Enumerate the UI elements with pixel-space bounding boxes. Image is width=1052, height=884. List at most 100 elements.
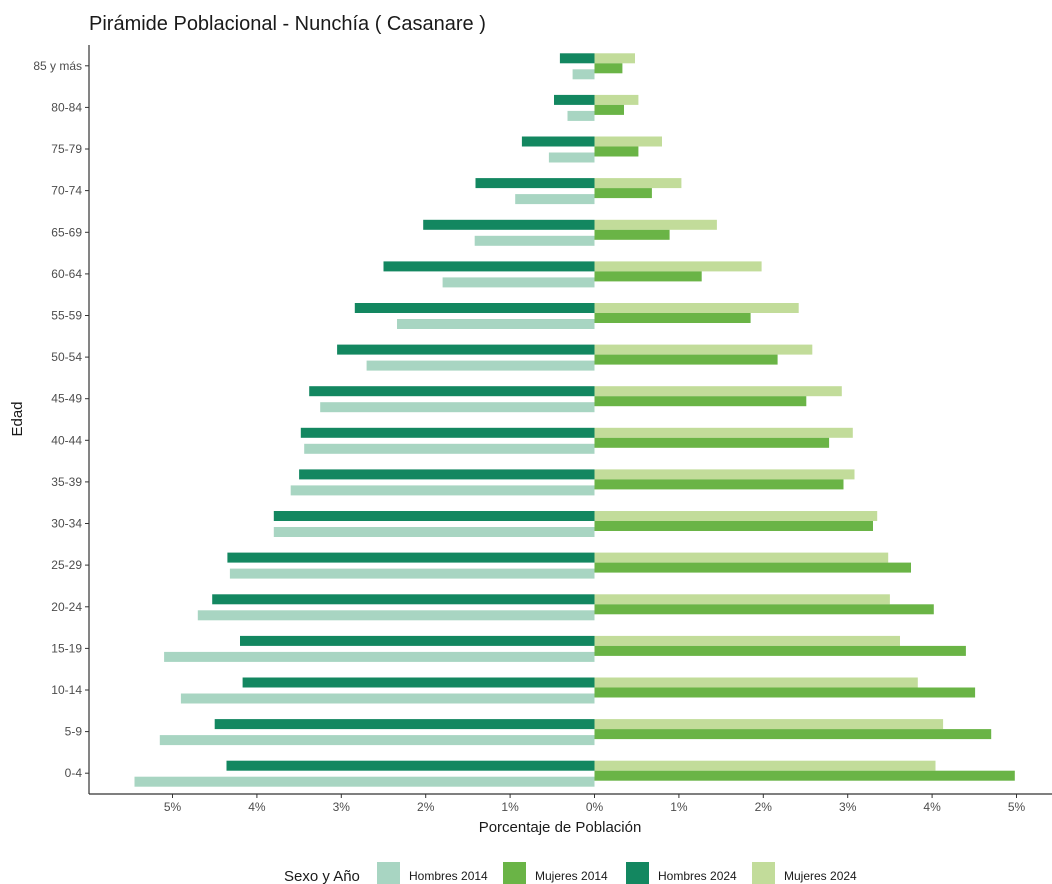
bar-hombres-2024-5-9 bbox=[214, 719, 595, 730]
bar-mujeres-2024-55-59 bbox=[594, 303, 799, 313]
bar-hombres-2014-15-19 bbox=[164, 651, 595, 662]
bar-hombres-2014-25-29 bbox=[229, 568, 595, 579]
bar-hombres-2024-30-34 bbox=[273, 511, 595, 521]
bar-hombres-2024-65-69 bbox=[423, 219, 595, 230]
bar-hombres-2014-5-9 bbox=[159, 735, 595, 746]
bar-hombres-2014-65-69 bbox=[474, 235, 595, 246]
y-tick-label: 30-34 bbox=[51, 517, 82, 531]
x-tick-label: 1% bbox=[501, 800, 519, 814]
bar-hombres-2024-70-74 bbox=[475, 178, 595, 189]
bar-hombres-2024-10-14 bbox=[242, 677, 595, 688]
bar-hombres-2014-50-54 bbox=[366, 360, 595, 371]
y-tick-label: 45-49 bbox=[51, 392, 82, 406]
legend-label-mujeres-2014: Mujeres 2014 bbox=[535, 869, 608, 883]
bar-hombres-2024-60-64 bbox=[383, 261, 595, 272]
chart-title: Pirámide Poblacional - Nunchía ( Casanar… bbox=[89, 13, 486, 35]
bar-hombres-2024-0-4 bbox=[226, 760, 595, 771]
bar-mujeres-2014-15-19 bbox=[594, 645, 966, 656]
bar-hombres-2024-40-44 bbox=[300, 427, 595, 438]
legend-label-mujeres-2024: Mujeres 2024 bbox=[784, 869, 857, 883]
legend-key-mujeres-2014 bbox=[503, 862, 526, 884]
x-tick-label: 0% bbox=[586, 800, 604, 814]
y-tick-label: 50-54 bbox=[51, 350, 82, 364]
bar-mujeres-2014-30-34 bbox=[594, 521, 873, 531]
bar-hombres-2024-45-49 bbox=[309, 386, 595, 397]
bar-hombres-2024-50-54 bbox=[337, 344, 595, 355]
bar-mujeres-2024-60-64 bbox=[594, 261, 762, 272]
legend-key-mujeres-2024 bbox=[752, 862, 775, 884]
bar-hombres-2014-85-y-m-s bbox=[572, 69, 595, 80]
y-axis-ticks: 0-4 5-9 10-14 15-19 20-24 25-29 30-34 35-39 40-4… bbox=[33, 59, 89, 780]
bar-mujeres-2014-60-64 bbox=[594, 271, 702, 282]
y-tick-label: 75-79 bbox=[51, 142, 82, 156]
bar-mujeres-2014-70-74 bbox=[594, 188, 652, 199]
x-tick-label: 4% bbox=[923, 800, 941, 814]
y-tick-label: 20-24 bbox=[51, 600, 82, 614]
bar-mujeres-2014-20-24 bbox=[594, 604, 934, 615]
bar-mujeres-2024-5-9 bbox=[594, 719, 944, 730]
bar-mujeres-2014-85-y-m-s bbox=[594, 63, 623, 74]
x-tick-label: 3% bbox=[839, 800, 857, 814]
bar-mujeres-2014-35-39 bbox=[594, 479, 844, 490]
x-tick-label: 5% bbox=[1008, 800, 1026, 814]
x-axis-title: Porcentaje de Población bbox=[479, 819, 642, 836]
bar-mujeres-2024-35-39 bbox=[594, 469, 855, 480]
bar-mujeres-2024-85-y-m-s bbox=[594, 53, 635, 64]
bar-mujeres-2024-80-84 bbox=[594, 94, 639, 105]
bar-mujeres-2024-70-74 bbox=[594, 178, 682, 189]
bar-mujeres-2014-80-84 bbox=[594, 104, 624, 115]
legend: Sexo y Año Hombres 2014 Mujeres 2014 Hombr… bbox=[284, 862, 857, 884]
bar-mujeres-2024-10-14 bbox=[594, 677, 918, 688]
x-tick-label: 4% bbox=[248, 800, 266, 814]
bar-hombres-2014-70-74 bbox=[515, 194, 595, 205]
bar-hombres-2014-10-14 bbox=[180, 693, 595, 704]
bar-mujeres-2024-0-4 bbox=[594, 760, 936, 771]
y-tick-label: 85 y más bbox=[33, 59, 82, 73]
bar-mujeres-2014-55-59 bbox=[594, 313, 751, 323]
y-tick-label: 0-4 bbox=[65, 766, 83, 780]
bar-hombres-2014-0-4 bbox=[134, 776, 595, 787]
bar-mujeres-2014-65-69 bbox=[594, 229, 670, 240]
y-tick-label: 60-64 bbox=[51, 267, 82, 281]
bar-hombres-2014-80-84 bbox=[567, 110, 595, 121]
bar-hombres-2024-75-79 bbox=[521, 136, 595, 147]
bar-hombres-2024-25-29 bbox=[227, 552, 595, 563]
bar-hombres-2024-35-39 bbox=[299, 469, 595, 480]
legend-label-hombres-2024: Hombres 2024 bbox=[658, 869, 737, 883]
bar-hombres-2014-75-79 bbox=[548, 152, 595, 163]
bar-mujeres-2014-50-54 bbox=[594, 354, 778, 365]
bar-mujeres-2024-45-49 bbox=[594, 386, 842, 397]
y-tick-label: 35-39 bbox=[51, 475, 82, 489]
bar-mujeres-2014-75-79 bbox=[594, 146, 639, 157]
x-tick-label: 3% bbox=[333, 800, 351, 814]
bar-hombres-2014-40-44 bbox=[304, 443, 595, 454]
y-tick-label: 55-59 bbox=[51, 309, 82, 323]
y-tick-label: 80-84 bbox=[51, 100, 82, 114]
bar-mujeres-2014-25-29 bbox=[594, 562, 911, 573]
y-tick-label: 10-14 bbox=[51, 683, 82, 697]
bar-mujeres-2024-50-54 bbox=[594, 344, 813, 355]
legend-key-hombres-2024 bbox=[626, 862, 649, 884]
bar-hombres-2014-60-64 bbox=[442, 277, 595, 288]
bar-hombres-2024-20-24 bbox=[212, 594, 595, 605]
bar-mujeres-2014-10-14 bbox=[594, 687, 976, 698]
bar-hombres-2024-15-19 bbox=[240, 635, 595, 646]
bar-mujeres-2024-30-34 bbox=[594, 511, 878, 521]
bar-hombres-2014-30-34 bbox=[273, 527, 595, 537]
y-tick-label: 25-29 bbox=[51, 558, 82, 572]
bar-mujeres-2024-20-24 bbox=[594, 594, 890, 605]
legend-label-hombres-2014: Hombres 2014 bbox=[409, 869, 488, 883]
x-axis-ticks: 5% 4% 3% 2% 1% 0% 1% 2% 3% 4% 5% bbox=[164, 794, 1026, 814]
bar-mujeres-2024-15-19 bbox=[594, 635, 900, 646]
y-tick-label: 40-44 bbox=[51, 433, 82, 447]
bar-hombres-2014-20-24 bbox=[197, 610, 595, 621]
legend-key-hombres-2014 bbox=[377, 862, 400, 884]
bar-mujeres-2014-45-49 bbox=[594, 396, 807, 407]
bar-mujeres-2024-75-79 bbox=[594, 136, 662, 147]
bar-hombres-2014-35-39 bbox=[290, 485, 595, 496]
bar-mujeres-2024-25-29 bbox=[594, 552, 889, 563]
bars-group bbox=[134, 53, 1015, 787]
bar-hombres-2024-80-84 bbox=[554, 94, 595, 105]
x-tick-label: 1% bbox=[670, 800, 688, 814]
bar-mujeres-2024-40-44 bbox=[594, 427, 853, 438]
